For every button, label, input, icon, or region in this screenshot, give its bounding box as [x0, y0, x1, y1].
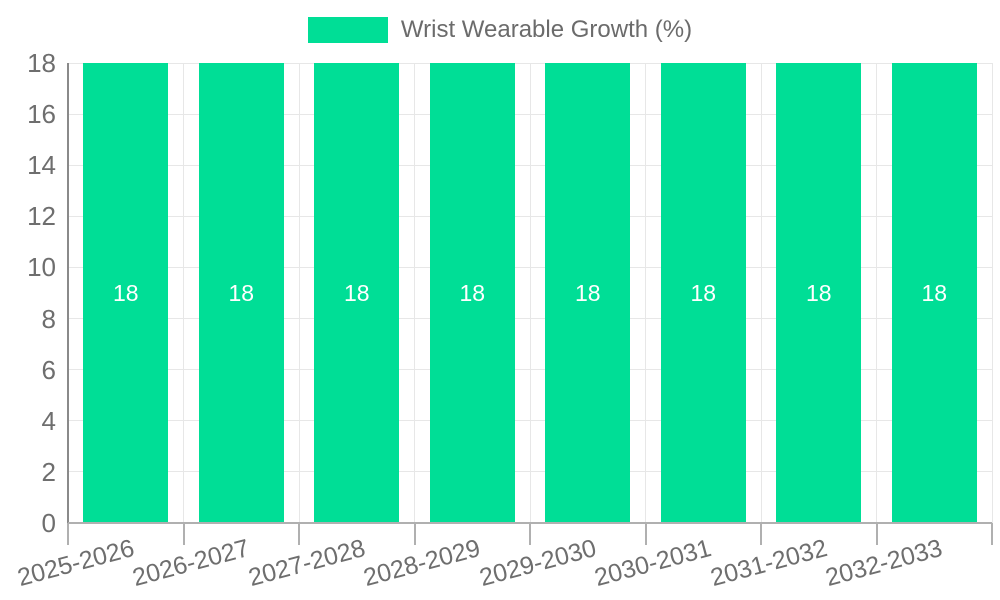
legend-series-label: Wrist Wearable Growth (%) — [400, 16, 693, 43]
y-axis-tick-label: 2 — [41, 456, 56, 487]
x-axis-tick — [760, 523, 762, 545]
bar-value-label: 18 — [459, 279, 486, 306]
bar-value-label: 18 — [805, 279, 832, 306]
bar[interactable]: 18 — [545, 63, 631, 523]
x-axis-tick — [298, 523, 300, 545]
x-axis-tick — [875, 523, 878, 545]
y-axis-tick-label: 0 — [41, 508, 56, 538]
legend-item-series-0[interactable]: Wrist Wearable Growth (%) — [307, 16, 693, 44]
bar[interactable]: 18 — [83, 63, 169, 523]
bar[interactable]: 18 — [660, 63, 746, 523]
v-gridline — [298, 63, 300, 523]
bar-value-label: 18 — [921, 279, 948, 306]
v-gridline — [991, 63, 993, 523]
v-gridline — [760, 63, 762, 523]
x-axis-tick — [413, 523, 416, 545]
chart-legend: Wrist Wearable Growth (%) — [0, 16, 1000, 44]
x-axis-tick — [182, 523, 185, 545]
bar-value-label: 18 — [112, 279, 139, 306]
bar-value-label: 18 — [574, 279, 601, 306]
y-axis-tick-label: 18 — [27, 48, 56, 78]
x-axis-tick — [644, 523, 647, 545]
y-axis-tick-label: 16 — [27, 99, 56, 130]
x-axis-tick — [991, 523, 993, 545]
x-axis-tick — [529, 523, 531, 545]
y-axis-tick-label: 12 — [27, 201, 56, 232]
y-axis-tick-label: 8 — [41, 303, 56, 334]
bar-value-label: 18 — [690, 279, 717, 306]
bar[interactable]: 18 — [891, 63, 977, 523]
y-axis-tick-label: 14 — [27, 150, 56, 181]
x-axis-tick — [67, 523, 69, 545]
bar[interactable]: 18 — [776, 63, 862, 523]
v-gridline — [414, 63, 415, 523]
y-axis-tick-label: 4 — [41, 405, 56, 436]
v-gridline — [645, 63, 646, 523]
bar-value-label: 18 — [228, 279, 255, 306]
v-gridline — [529, 63, 531, 523]
y-axis-tick-label: 6 — [41, 354, 56, 385]
y-axis-tick-label: 10 — [27, 252, 56, 283]
bar[interactable]: 18 — [198, 63, 284, 523]
bar[interactable]: 18 — [314, 63, 400, 523]
bar-value-label: 18 — [343, 279, 370, 306]
bar[interactable]: 18 — [429, 63, 515, 523]
legend-swatch-icon — [307, 17, 388, 43]
v-gridline — [876, 63, 877, 523]
v-gridline — [183, 63, 184, 523]
y-axis-line — [67, 63, 69, 523]
